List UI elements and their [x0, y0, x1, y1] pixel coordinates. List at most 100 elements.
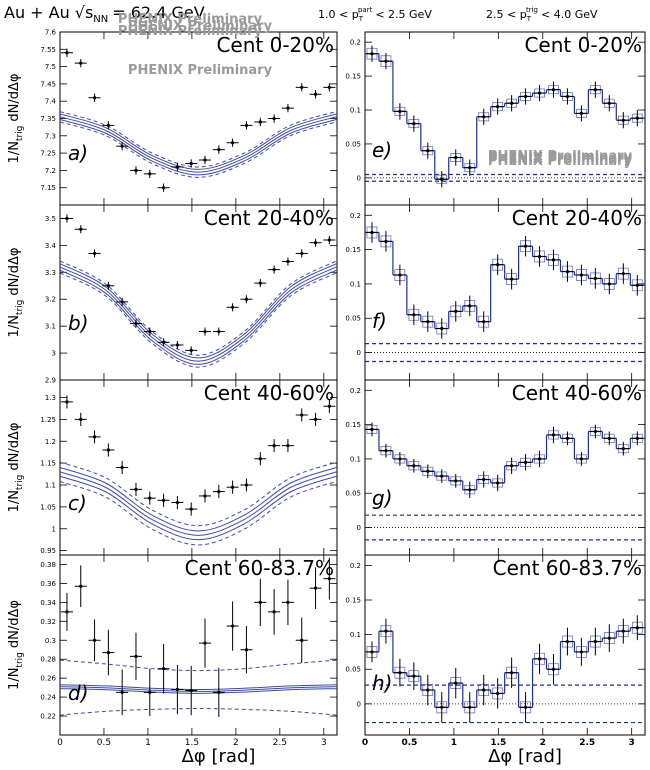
- x-axis-title: Δφ [rad]: [488, 746, 562, 767]
- data-point: [286, 106, 290, 110]
- y-tick-label: 0.05: [345, 666, 361, 674]
- y-tick-label: 7.35: [40, 115, 56, 123]
- y-axis-title-main: 1/N: [7, 315, 22, 337]
- data-point: [65, 51, 69, 55]
- data-point: [565, 639, 570, 644]
- data-point: [551, 433, 556, 437]
- data-point: [92, 638, 97, 642]
- trigger-sup: trig: [526, 6, 538, 14]
- panel: 0 0.05 0.1 0.15 0.2 PHENIX Preliminary Cent 40…: [345, 152, 646, 556]
- frame: [59, 31, 338, 206]
- data-point: [106, 448, 110, 452]
- data-point: [579, 457, 584, 461]
- data-point: [134, 487, 138, 491]
- y-tick-label: 0.2: [350, 212, 361, 220]
- data-point: [593, 276, 597, 281]
- y-tick-label: 0.95: [40, 547, 56, 555]
- y-tick-label: 0.24: [40, 694, 56, 702]
- data-point: [510, 277, 514, 281]
- y-axis-title-sub: trig: [15, 300, 25, 315]
- data-point: [454, 479, 458, 483]
- data-point: [120, 465, 124, 470]
- panel-letter: b): [68, 311, 89, 335]
- data-point: [327, 85, 331, 89]
- data-point: [203, 158, 207, 162]
- flow-background-curve: [60, 684, 337, 691]
- data-point: [106, 284, 110, 288]
- data-point: [272, 444, 276, 448]
- y-tick-label: 7.6: [45, 29, 57, 37]
- data-point: [496, 691, 500, 696]
- panel: 0 0.05 0.1 0.15 0.2 PHENIX Preliminary Cent 20…: [345, 154, 646, 381]
- flow-background-curve: [60, 475, 337, 541]
- preliminary-label: PHENIX Preliminary: [118, 24, 263, 39]
- x-tick-label: 2.5: [273, 738, 287, 748]
- data-point: [217, 690, 221, 694]
- data-point: [134, 168, 138, 172]
- data-point: [106, 123, 110, 128]
- data-point: [384, 59, 388, 63]
- x-tick-label: 1.5: [185, 738, 199, 748]
- y-tick-label: 0.15: [345, 597, 361, 605]
- y-tick-label: 0.34: [40, 599, 56, 607]
- data-point: [92, 435, 97, 439]
- data-point: [327, 404, 331, 408]
- partner-range: 1.0 < pTpart < 2.5 GeV: [318, 6, 432, 23]
- panel: 0 0.05 0.1 0.15 0.2 PHENIX Preliminary Cent 0-…: [345, 31, 646, 206]
- flow-background-curve: [60, 260, 337, 356]
- y-tick-label: 0.15: [345, 421, 361, 429]
- trigger-pre: 2.5 < p: [486, 8, 527, 21]
- y-tick-label: 0: [357, 524, 361, 532]
- data-point: [327, 577, 331, 581]
- data-point: [537, 657, 542, 661]
- y-axis-title-rest: dN/dΔφ: [7, 423, 22, 471]
- x-tick-label: 2: [233, 738, 239, 748]
- y-tick-label: 0.2: [350, 387, 361, 395]
- energy: = 62.4 GeV: [112, 3, 204, 22]
- data-point: [189, 348, 193, 352]
- y-tick-label: 0: [357, 174, 361, 182]
- panel-title: Cent 60-83.7%: [493, 556, 642, 580]
- y-tick-label: 3.2: [45, 296, 56, 304]
- data-point: [537, 457, 542, 461]
- y-axis-title-sub: trig: [15, 126, 25, 141]
- data-point: [106, 650, 110, 655]
- data-point: [327, 238, 331, 242]
- data-point: [370, 650, 374, 654]
- y-tick-label: 0.15: [345, 246, 361, 254]
- data-point: [523, 460, 528, 464]
- x-tick-label: 3: [321, 738, 327, 748]
- data-point: [217, 329, 221, 334]
- panel-letter: c): [68, 491, 87, 515]
- data-point: [412, 464, 416, 468]
- x-tick-label: 3: [629, 738, 635, 748]
- data-point: [440, 177, 444, 181]
- plot-area: [60, 557, 337, 717]
- y-tick-label: 0.15: [345, 73, 361, 81]
- system-label: Au + Au √sNN = 62.4 GeV: [4, 3, 205, 25]
- data-point: [468, 166, 472, 170]
- flow-background-curve: [60, 121, 337, 178]
- x-axis-title: Δφ [rad]: [182, 746, 256, 767]
- panel-letter: g): [372, 486, 393, 510]
- data-point: [607, 101, 611, 105]
- data-point: [231, 305, 235, 309]
- data-point: [258, 120, 262, 124]
- data-point: [148, 690, 152, 694]
- x-tick-label: 0: [57, 738, 63, 748]
- panel: 7.15 7.2 7.25 7.3 7.35 7.4 7.45 7.5 7.55 7.6 PHENI…: [7, 29, 338, 206]
- y-tick-label: 0.1: [350, 631, 361, 639]
- data-point: [120, 300, 124, 304]
- flow-background-curve: [60, 686, 337, 692]
- data-point: [454, 155, 458, 160]
- partner-pre: 1.0 < p: [318, 8, 359, 21]
- data-point: [313, 417, 318, 421]
- data-point: [231, 141, 235, 145]
- data-point: [92, 96, 97, 100]
- data-point: [217, 148, 221, 152]
- data-point: [175, 500, 179, 505]
- y-axis-title-main: 1/N: [7, 668, 22, 690]
- data-point: [300, 638, 304, 642]
- data-point: [635, 116, 639, 120]
- data-point: [593, 88, 597, 92]
